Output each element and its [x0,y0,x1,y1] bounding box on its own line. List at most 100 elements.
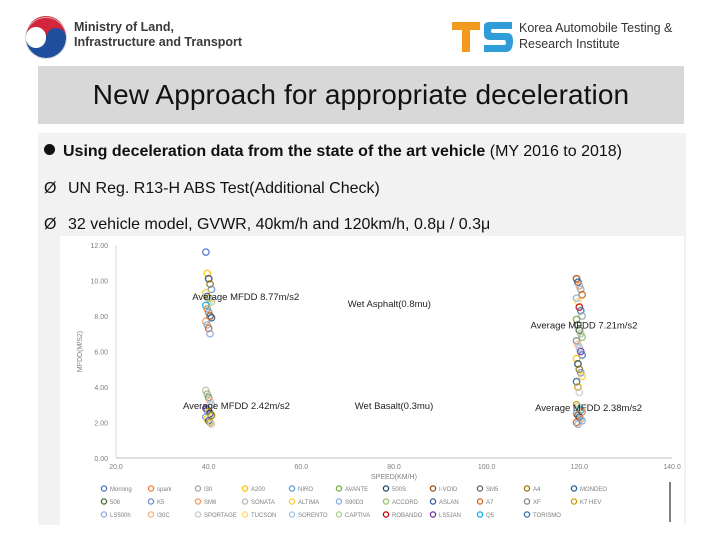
data-point [201,317,210,326]
legend-label: LS5JAN [439,513,461,519]
legend-label: A4 [533,487,541,493]
legend-marker [570,485,578,492]
sub-bullet-1-text: UN Reg. R13-H ABS Test(Additional Check) [68,180,380,197]
data-point [575,365,584,374]
y-axis-title: MFDD(M/S2) [77,331,84,372]
legend-marker [523,498,531,505]
data-point [575,303,584,312]
data-point [575,326,584,335]
legend-marker [288,498,296,505]
institute-name-line1: Korea Automobile Testing & [519,21,673,35]
main-bullet: Using deceleration data from the state o… [44,143,622,161]
legend-marker [335,498,343,505]
data-point [574,420,582,429]
mfdd-chart: 0.00 2.00 4.00 6.00 8.00 10.00 12.00 20.0 40.0 60… [60,236,684,525]
data-point [574,340,582,349]
data-point [207,285,216,294]
data-point [578,372,587,381]
legend-label: SORENTO [298,513,328,519]
legend-marker [194,511,202,518]
x-tick-label: 100.0 [478,464,496,471]
data-point [572,354,581,363]
data-point [572,336,581,345]
legend-label: CAPTIVA [345,513,370,519]
legend-marker [335,511,343,518]
main-bullet-bold: Using deceleration data from the state o… [63,143,486,160]
sub-bullet-2-text: 32 vehicle model, GVWR, 40km/h and 120km… [68,216,491,233]
legend-marker [429,511,437,518]
legend-label: ASLAN [439,500,459,506]
slide-title: New Approach for appropriate deceleratio… [92,79,630,110]
legend-label: K5 [157,500,165,506]
institute-name: Korea Automobile Testing & Research Inst… [519,20,672,52]
legend-marker [523,485,531,492]
legend-marker [147,498,155,505]
header: Ministry of Land, Infrastructure and Tra… [0,0,720,62]
legend-marker [476,485,484,492]
chart-annotation: Average MFDD 2.42m/s2 [183,401,290,412]
ministry-emblem-icon [25,16,67,59]
legend-marker [523,511,531,518]
legend-label: 508 [110,500,121,506]
data-point [574,360,582,368]
legend-marker [241,511,249,518]
sub-bullet-2: Ø 32 vehicle model, GVWR, 40km/h and 120k… [44,216,490,234]
legend-label: SPORTAGE [204,513,237,519]
data-point [201,248,210,257]
data-point [204,393,213,402]
chart-annotation: Average MFDD 2.38m/s2 [535,403,642,414]
x-tick-label: 60.0 [295,464,309,471]
data-point [572,418,581,427]
institute-name-line2: Research Institute [519,37,620,51]
data-point [578,333,587,342]
legend-label: spark [157,487,173,493]
legend-label: SM5 [486,487,499,493]
data-point [576,285,585,294]
data-point [203,320,212,329]
data-point [207,420,216,429]
data-point [576,368,585,377]
y-tick-label: 10.00 [90,279,108,286]
legend-label: A7 [486,500,494,506]
data-point [207,297,216,306]
legend-label: ROBANDO [392,513,423,519]
data-point [576,347,585,356]
data-point [575,281,584,290]
legend-label: A200 [251,487,266,493]
legend-label: Morning [110,487,132,493]
ministry-name-line1: Ministry of Land, [74,20,174,34]
legend-label: LS500h [110,513,131,519]
data-point [578,351,587,359]
data-point [572,294,581,303]
legend-label: I30 [204,487,213,493]
y-tick-label: 4.00 [94,385,108,392]
data-point [578,290,587,299]
ministry-name: Ministry of Land, Infrastructure and Tra… [74,20,242,50]
legend-label: XF [533,500,541,506]
chart-annotation: Wet Basalt(0.3mu) [355,401,434,412]
data-point [206,397,214,406]
data-point [207,313,216,322]
ministry-name-line2: Infrastructure and Transport [74,35,243,49]
slide-title-bar: New Approach for appropriate deceleratio… [38,66,684,124]
data-point [572,274,581,283]
data-point [575,388,584,397]
legend-marker [382,511,390,518]
legend-marker [570,498,578,505]
legend-marker [194,498,202,505]
legend-marker [429,498,437,505]
legend-label: MONDEO [580,487,607,493]
data-point [203,269,212,278]
data-point [574,383,582,391]
legend-label: Q5 [486,513,495,519]
data-point [574,278,582,287]
x-tick-label: 140.0 [663,464,681,471]
data-point [203,390,212,399]
data-point [204,324,213,333]
data-point [576,329,585,338]
x-tick-label: 80.0 [387,464,401,471]
data-point [204,274,213,283]
data-point [206,329,214,338]
data-point [578,312,587,320]
chart-annotation: Average MFDD 8.77m/s2 [192,292,299,303]
